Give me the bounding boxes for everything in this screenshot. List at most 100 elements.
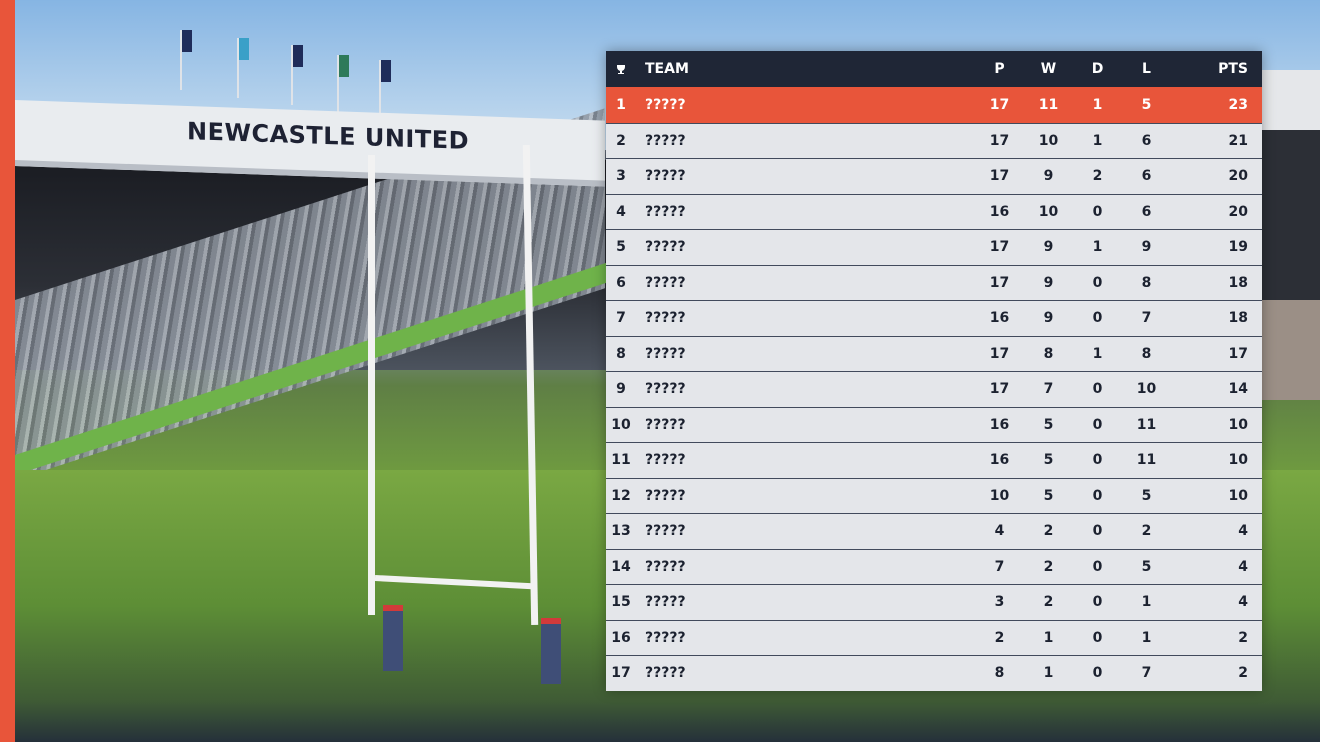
row-played: 17 <box>989 345 1010 362</box>
row-played: 2 <box>994 629 1005 646</box>
row-drawn: 0 <box>1092 274 1103 291</box>
flag-icon <box>379 60 391 120</box>
row-drawn: 0 <box>1092 452 1103 469</box>
row-drawn: 0 <box>1092 665 1103 682</box>
row-points: 10 <box>1228 416 1248 433</box>
row-lost: 6 <box>1141 132 1152 149</box>
row-lost: 1 <box>1141 594 1152 611</box>
row-played: 16 <box>989 203 1010 220</box>
post-pad <box>383 605 403 671</box>
row-played: 16 <box>989 416 1010 433</box>
row-lost: 5 <box>1141 487 1152 504</box>
row-team: ????? <box>645 523 686 540</box>
column-header-lost: L <box>1142 61 1151 77</box>
flag-icon <box>291 45 303 105</box>
row-lost: 5 <box>1141 96 1152 113</box>
table-header: TEAM P W D L PTS <box>606 51 1262 87</box>
row-position: 14 <box>611 558 631 575</box>
accent-stripe <box>0 0 15 742</box>
row-drawn: 0 <box>1092 558 1103 575</box>
row-position: 1 <box>616 96 626 113</box>
row-won: 5 <box>1043 452 1054 469</box>
row-played: 17 <box>989 132 1010 149</box>
row-drawn: 1 <box>1092 96 1103 113</box>
row-played: 3 <box>994 594 1005 611</box>
row-won: 9 <box>1043 310 1054 327</box>
row-played: 17 <box>989 239 1010 256</box>
row-lost: 8 <box>1141 345 1152 362</box>
flag-icon <box>237 38 249 98</box>
table-row: 4 ????? 16 10 0 6 20 <box>606 193 1262 229</box>
row-lost: 6 <box>1141 203 1152 220</box>
row-points: 2 <box>1238 665 1248 682</box>
row-played: 16 <box>989 310 1010 327</box>
row-lost: 11 <box>1136 416 1157 433</box>
row-lost: 7 <box>1141 665 1152 682</box>
row-lost: 10 <box>1136 381 1157 398</box>
trophy-icon <box>606 63 636 75</box>
right-stand <box>1260 70 1320 400</box>
row-team: ????? <box>645 594 686 611</box>
column-header-played: P <box>994 61 1005 77</box>
row-drawn: 0 <box>1092 310 1103 327</box>
row-team: ????? <box>645 629 686 646</box>
row-points: 2 <box>1238 629 1248 646</box>
row-played: 4 <box>994 523 1005 540</box>
row-position: 5 <box>616 239 626 256</box>
row-won: 1 <box>1043 629 1054 646</box>
row-won: 2 <box>1043 523 1054 540</box>
row-won: 9 <box>1043 239 1054 256</box>
row-lost: 11 <box>1136 452 1157 469</box>
row-points: 17 <box>1228 345 1248 362</box>
row-points: 4 <box>1238 523 1248 540</box>
row-team: ????? <box>645 239 686 256</box>
row-played: 10 <box>989 487 1010 504</box>
row-team: ????? <box>645 96 686 113</box>
row-points: 4 <box>1238 594 1248 611</box>
row-lost: 6 <box>1141 168 1152 185</box>
row-lost: 2 <box>1141 523 1152 540</box>
table-row: 16 ????? 2 1 0 1 2 <box>606 619 1262 655</box>
table-row: 10 ????? 16 5 0 11 10 <box>606 406 1262 442</box>
row-points: 21 <box>1228 132 1248 149</box>
row-points: 18 <box>1228 274 1248 291</box>
row-position: 12 <box>611 487 631 504</box>
row-drawn: 1 <box>1092 345 1103 362</box>
row-played: 17 <box>989 381 1010 398</box>
row-won: 11 <box>1038 96 1059 113</box>
row-drawn: 0 <box>1092 594 1103 611</box>
flag-icon <box>337 55 349 115</box>
row-played: 17 <box>989 96 1010 113</box>
row-played: 7 <box>994 558 1005 575</box>
row-position: 3 <box>616 168 626 185</box>
table-row: 8 ????? 17 8 1 8 17 <box>606 335 1262 371</box>
row-lost: 9 <box>1141 239 1152 256</box>
row-team: ????? <box>645 416 686 433</box>
table-row: 5 ????? 17 9 1 9 19 <box>606 229 1262 265</box>
row-team: ????? <box>645 274 686 291</box>
league-table: TEAM P W D L PTS 1 ????? 17 11 1 5 23 2 … <box>606 51 1262 691</box>
row-lost: 8 <box>1141 274 1152 291</box>
row-position: 15 <box>611 594 631 611</box>
row-position: 13 <box>611 523 631 540</box>
row-points: 10 <box>1228 452 1248 469</box>
row-won: 5 <box>1043 416 1054 433</box>
row-won: 10 <box>1038 132 1059 149</box>
row-won: 5 <box>1043 487 1054 504</box>
table-row: 6 ????? 17 9 0 8 18 <box>606 264 1262 300</box>
row-won: 8 <box>1043 345 1054 362</box>
table-row: 12 ????? 10 5 0 5 10 <box>606 477 1262 513</box>
row-points: 19 <box>1228 239 1248 256</box>
column-header-drawn: D <box>1091 61 1104 77</box>
column-header-team: TEAM <box>645 61 689 77</box>
row-team: ????? <box>645 203 686 220</box>
row-position: 10 <box>611 416 631 433</box>
row-team: ????? <box>645 168 686 185</box>
goalpost-left <box>368 155 375 615</box>
table-row: 7 ????? 16 9 0 7 18 <box>606 300 1262 336</box>
row-played: 17 <box>989 168 1010 185</box>
row-drawn: 0 <box>1092 487 1103 504</box>
row-points: 4 <box>1238 558 1248 575</box>
table-row: 13 ????? 4 2 0 2 4 <box>606 513 1262 549</box>
row-played: 8 <box>994 665 1005 682</box>
